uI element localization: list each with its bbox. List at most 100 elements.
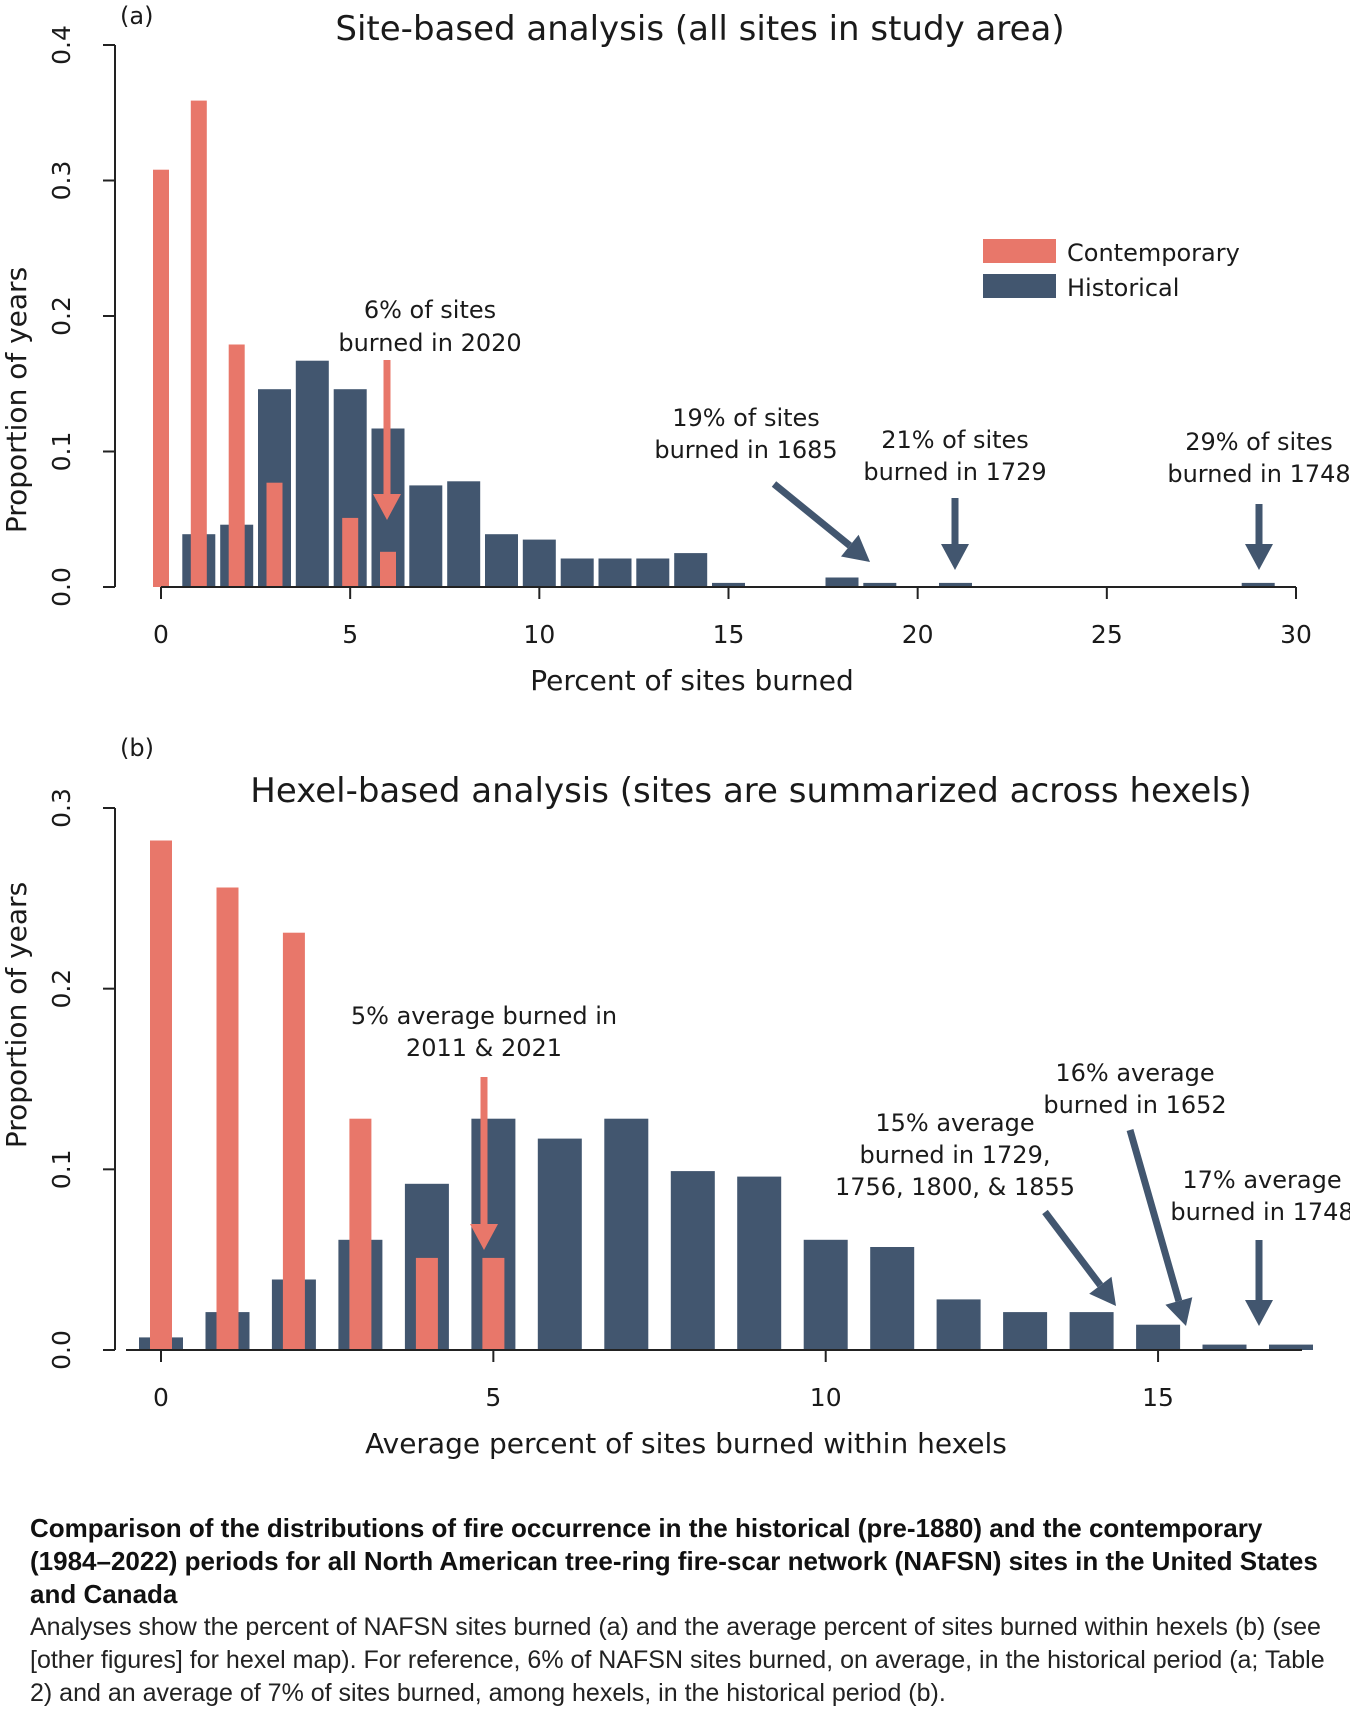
panel-a-label: (a) (120, 2, 153, 30)
panel-b-x-tick-label-2: 10 (810, 1383, 842, 1412)
panel-a-historical-bar-13 (674, 553, 708, 587)
panel-a-x-tick-label-0: 0 (153, 620, 169, 649)
panel-b-contemporary-bar-1 (216, 887, 239, 1350)
panel-b-historical-bar-15 (1136, 1324, 1181, 1350)
panel-a-historical-bar-8 (485, 534, 518, 587)
panel-a-y-tick-label-4: 0.4 (47, 25, 76, 65)
panel-b-historical-bar-10 (803, 1239, 848, 1350)
panel-a-y-tick-label-1: 0.1 (47, 432, 76, 472)
panel-a-y-tick-label-0: 0.0 (47, 567, 76, 607)
panel-a-contemporary-bar-3 (266, 482, 283, 587)
panel-a-historical-bar-9 (522, 539, 556, 587)
panel-a-annotation-2-arrow-head (941, 544, 969, 570)
panel-b-x-tick-label-1: 5 (485, 1383, 501, 1412)
panel-b-annotation-1-line-0: 15% average (875, 1109, 1034, 1137)
panel-a-historical-bar-11 (598, 558, 632, 587)
panel-a-annotation-1-arrow-shaft (771, 481, 853, 549)
panel-b-historical-bars (139, 1118, 1313, 1350)
legend-swatch-historical (983, 274, 1056, 298)
panel-a-x-tick-label-6: 30 (1280, 620, 1312, 649)
panel-b-contemporary-bar-5 (482, 1257, 505, 1350)
panel-b-annotation-1-line-2: 1756, 1800, & 1855 (835, 1173, 1075, 1201)
panel-b-annotations: 5% average burned in 2011 & 2021 15% avera… (351, 1002, 1350, 1326)
panel-b-annotation-1-arrow-shaft (1042, 1209, 1104, 1288)
panel-b-contemporary-bar-3 (349, 1118, 372, 1350)
panel-a-annotation-3-arrow-head (1245, 544, 1273, 570)
panel-b-annotation-2-line-0: 16% average (1055, 1059, 1214, 1087)
panel-a-historical-bar-18 (1241, 582, 1275, 587)
panel-a-x-axis-label: Percent of sites burned (530, 664, 854, 697)
panel-a-historical-bar-3 (295, 360, 329, 587)
panel-b-annotation-0-line-0: 5% average burned in (351, 1002, 617, 1030)
panel-a-annotation-3-line-1: burned in 1748 (1167, 460, 1350, 488)
panel-b-y-tick-label-2: 0.2 (47, 969, 76, 1009)
panel-b-y-axis-label: Proportion of years (0, 882, 33, 1148)
panel-a-historical-bar-16 (863, 582, 897, 587)
panel-a-x-tick-label-3: 15 (713, 620, 745, 649)
panel-b-historical-bar-12 (936, 1299, 981, 1350)
panel-a-x-tick-label-5: 25 (1091, 620, 1123, 649)
legend-swatch-contemporary (983, 239, 1056, 263)
panel-a-y-axis-label: Proportion of years (0, 267, 33, 533)
panel-a-historical-bar-10 (560, 558, 594, 587)
panel-b-historical-bar-11 (870, 1247, 915, 1350)
panel-a-annotation-0-line-1: burned in 2020 (338, 329, 521, 357)
panel-b-historical-bar-16 (1202, 1344, 1247, 1350)
panel-b-historical-bar-7 (604, 1118, 649, 1350)
panel-b-annotation-3-arrow-head (1245, 1300, 1273, 1326)
panel-b-x-tick-label-0: 0 (153, 1383, 169, 1412)
panel-a-annotations: 6% of sites burned in 2020 19% of sites bur… (338, 296, 1350, 570)
panel-b-y-tick-label-3: 0.3 (47, 788, 76, 828)
panel-b-chart: (b) Hexel-based analysis (sites are summ… (0, 734, 1350, 1460)
panel-a-contemporary-bar-4 (342, 517, 359, 587)
panel-b-y-tick-label-0: 0.0 (47, 1330, 76, 1370)
panel-a-x-tick-label-2: 10 (523, 620, 555, 649)
panel-a-contemporary-bar-2 (228, 344, 245, 587)
panel-b-historical-bar-17 (1269, 1344, 1313, 1350)
legend: Contemporary Historical (983, 239, 1240, 302)
panel-a-annotation-2-line-1: burned in 1729 (863, 458, 1046, 486)
panel-b-label: (b) (120, 734, 154, 762)
panel-b-contemporary-bar-2 (282, 932, 305, 1350)
panel-b-contemporary-bars (150, 840, 505, 1350)
panel-b-annotation-2-arrow-shaft (1126, 1129, 1183, 1302)
panel-b-annotation-0-arrow-head (470, 1224, 498, 1250)
panel-b-title: Hexel-based analysis (sites are summariz… (250, 771, 1252, 811)
panel-a-contemporary-bar-0 (153, 169, 169, 587)
panel-a-historical-bar-6 (409, 485, 443, 587)
panel-a-contemporary-bars (153, 100, 396, 587)
caption-body: Analyses show the percent of NAFSN sites… (30, 1613, 1325, 1707)
panel-a-historical-bar-12 (636, 558, 670, 587)
panel-a-historical-bar-7 (447, 481, 481, 587)
panel-b-annotation-2-arrow-head (1165, 1297, 1193, 1326)
panel-a-annotation-0-arrow-head (373, 494, 401, 520)
panel-a-x-tick-label-1: 5 (342, 620, 358, 649)
panel-a-annotation-2-line-0: 21% of sites (881, 426, 1029, 454)
panel-a-historical-bar-15 (825, 577, 859, 587)
panel-b-historical-bar-8 (670, 1171, 715, 1350)
panel-b-annotation-2-line-1: burned in 1652 (1043, 1091, 1226, 1119)
legend-label-historical: Historical (1067, 274, 1179, 302)
panel-b-y-tick-label-1: 0.1 (47, 1149, 76, 1189)
panel-a-annotation-1-line-1: burned in 1685 (654, 436, 837, 464)
panel-b-annotation-1-arrow-head (1089, 1276, 1116, 1306)
caption-title: Comparison of the distributions of fire … (30, 1513, 1318, 1609)
panel-a-historical-bar-14 (712, 582, 745, 587)
panel-a-annotation-1-arrow-head (841, 534, 870, 562)
panel-a-historical-bar-17 (939, 582, 972, 587)
panel-a-annotation-1-line-0: 19% of sites (672, 404, 820, 432)
panel-b-annotation-3-line-1: burned in 1748 (1170, 1198, 1350, 1226)
panel-a-contemporary-bar-1 (190, 100, 207, 587)
panel-b-historical-bar-6 (537, 1138, 582, 1350)
panel-b-historical-bar-9 (737, 1176, 782, 1350)
panel-a-y-tick-label-3: 0.3 (47, 161, 76, 201)
panel-b-annotation-3-line-0: 17% average (1182, 1166, 1341, 1194)
panel-a-x-tick-label-4: 20 (902, 620, 934, 649)
panel-a-chart: (a) Site-based analysis (all sites in st… (0, 2, 1350, 697)
panel-b-contemporary-bar-0 (150, 840, 172, 1350)
panel-b-historical-bar-13 (1003, 1312, 1048, 1350)
panel-b-historical-bar-14 (1069, 1312, 1114, 1350)
panel-a-title: Site-based analysis (all sites in study … (335, 9, 1064, 49)
panel-a-annotation-0-line-0: 6% of sites (364, 296, 496, 324)
figure-charts: (a) Site-based analysis (all sites in st… (0, 2, 1350, 1460)
